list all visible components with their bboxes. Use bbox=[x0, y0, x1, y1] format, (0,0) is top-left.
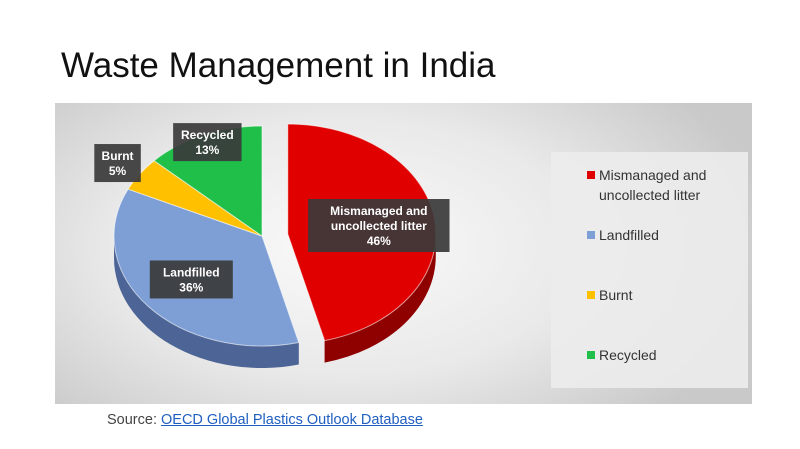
data-label-box bbox=[149, 260, 233, 299]
legend-label: Mismanaged and uncollected litter bbox=[599, 167, 707, 203]
source-citation: Source: OECD Global Plastics Outlook Dat… bbox=[107, 412, 423, 428]
data-label-text: Mismanaged and bbox=[330, 204, 427, 218]
legend-label: Recycled bbox=[599, 347, 657, 363]
data-label-text: Landfilled bbox=[163, 265, 220, 279]
pie-side-landfilled bbox=[114, 236, 299, 368]
legend: Mismanaged and uncollected litter Landfil… bbox=[551, 152, 748, 388]
pie-sides bbox=[114, 234, 436, 368]
pie-side-mismanaged-and-uncollected-litter bbox=[324, 234, 436, 363]
legend-label: Burnt bbox=[599, 287, 633, 303]
source-link[interactable]: OECD Global Plastics Outlook Database bbox=[161, 412, 423, 428]
data-label-box bbox=[173, 123, 242, 162]
data-label-text: Recycled bbox=[181, 128, 234, 142]
source-prefix: Source: bbox=[107, 412, 161, 428]
data-label-text: 46% bbox=[367, 234, 391, 248]
legend-label: Landfilled bbox=[599, 227, 659, 243]
legend-swatch bbox=[587, 231, 595, 239]
legend-swatch bbox=[587, 171, 595, 179]
legend-swatch bbox=[587, 351, 595, 359]
data-label-box bbox=[94, 144, 141, 183]
data-label-text: 36% bbox=[179, 280, 203, 294]
data-label-text: uncollected litter bbox=[331, 219, 427, 233]
page-title: Waste Management in India bbox=[61, 46, 496, 85]
data-label-text: 5% bbox=[109, 164, 127, 178]
data-label-text: 13% bbox=[195, 143, 219, 157]
legend-swatch bbox=[587, 291, 595, 299]
data-label-text: Burnt bbox=[102, 149, 134, 163]
data-label-box bbox=[308, 199, 450, 252]
